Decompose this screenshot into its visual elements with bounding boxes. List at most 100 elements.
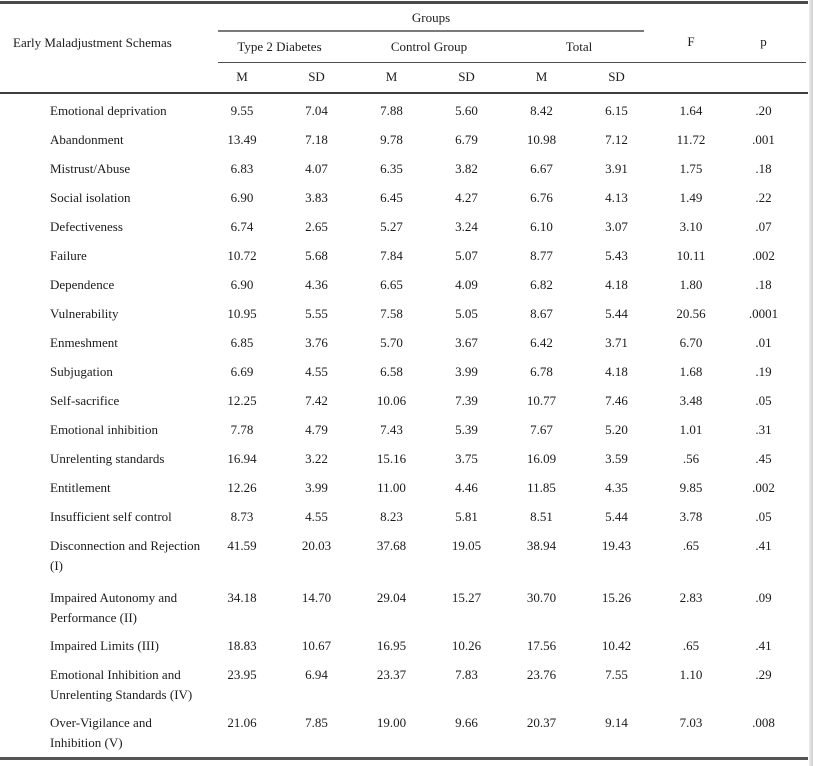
value-cell: 4.07 (305, 161, 328, 176)
value-cell: 6.74 (230, 219, 254, 234)
groups-spanner-rule (218, 30, 644, 32)
value-cell: .18 (755, 277, 772, 292)
value-cell: 1.01 (679, 422, 703, 437)
value-cell: 3.24 (455, 219, 478, 234)
value-cell: .0001 (748, 306, 779, 321)
value-cell: 10.77 (526, 393, 557, 408)
value-cell: 7.42 (305, 393, 328, 408)
value-cell: 6.76 (530, 190, 553, 205)
value-cell: 6.35 (380, 161, 403, 176)
value-cell: 5.81 (455, 509, 478, 524)
value-cell: .22 (755, 190, 772, 205)
value-cell: 3.91 (605, 161, 628, 176)
value-cell: 23.76 (526, 667, 557, 682)
schema-name: Enmeshment (50, 335, 118, 350)
value-cell: 5.07 (455, 248, 478, 263)
value-cell: .05 (755, 509, 772, 524)
value-cell: 10.06 (376, 393, 407, 408)
value-cell: 19.43 (601, 538, 632, 553)
value-cell: 7.85 (305, 715, 328, 730)
value-cell: 4.09 (455, 277, 478, 292)
value-cell: 7.88 (380, 103, 403, 118)
value-cell: .001 (752, 132, 775, 147)
schema-name: Dependence (50, 277, 115, 292)
value-cell: 3.75 (455, 451, 478, 466)
schema-name: Entitlement (50, 480, 111, 495)
value-cell: 7.03 (679, 715, 703, 730)
value-cell: 13.49 (227, 132, 257, 147)
value-cell: 6.67 (530, 161, 553, 176)
value-cell: 3.78 (679, 509, 703, 524)
value-cell: 16.95 (376, 638, 407, 653)
value-cell: 7.58 (380, 306, 403, 321)
value-cell: 18.83 (227, 638, 257, 653)
value-cell: 3.22 (305, 451, 328, 466)
value-cell: 4.35 (605, 480, 628, 495)
schema-name: Mistrust/Abuse (50, 161, 131, 176)
schema-name: Emotional Inhibition and Unrelenting Sta… (50, 667, 193, 702)
value-cell: 30.70 (526, 590, 557, 605)
scan-edge-shadow (809, 0, 813, 766)
schema-name: Defectiveness (50, 219, 123, 234)
value-cell: 6.58 (380, 364, 403, 379)
schema-name: Emotional deprivation (50, 103, 167, 118)
value-cell: 10.11 (676, 248, 706, 263)
value-cell: 6.70 (679, 335, 703, 350)
spacer-cell (654, 67, 728, 87)
value-cell: 7.12 (605, 132, 628, 147)
value-cell: 19.05 (451, 538, 482, 553)
value-cell: .07 (755, 219, 772, 234)
value-cell: 20.56 (676, 306, 706, 321)
value-cell: 20.03 (301, 538, 332, 553)
value-cell: 3.83 (305, 190, 328, 205)
stat-header-sd3: SD (608, 69, 625, 84)
value-cell: 4.55 (305, 509, 328, 524)
value-cell: 5.20 (605, 422, 628, 437)
value-cell: .29 (755, 667, 772, 682)
value-cell: 5.60 (455, 103, 478, 118)
table-row: Subjugation 6.69 4.55 6.58 3.99 6.78 4.18 1.68.… (0, 356, 813, 385)
value-cell: 4.27 (455, 190, 478, 205)
value-cell: 6.90 (230, 277, 254, 292)
value-cell: 15.27 (451, 590, 482, 605)
value-cell: 23.37 (376, 667, 407, 682)
table-row: Emotional deprivation 9.55 7.04 7.88 5.60 8.4… (0, 95, 813, 124)
table-row: Impaired Autonomy and Performance (II) 34… (0, 582, 813, 630)
value-cell: 6.94 (305, 667, 328, 682)
value-cell: 1.75 (679, 161, 703, 176)
schema-name: Subjugation (50, 364, 113, 379)
value-cell: 4.79 (305, 422, 328, 437)
value-cell: 7.78 (230, 422, 254, 437)
value-cell: 6.85 (230, 335, 254, 350)
value-cell: 29.04 (376, 590, 407, 605)
table-row: Entitlement 12.26 3.99 11.00 4.46 11.85 4.35 9.… (0, 472, 813, 501)
value-cell: 4.55 (305, 364, 328, 379)
value-cell: 5.27 (380, 219, 403, 234)
value-cell: 6.82 (530, 277, 553, 292)
value-cell: 7.39 (455, 393, 478, 408)
value-cell: 3.59 (605, 451, 628, 466)
table-row: Enmeshment 6.85 3.76 5.70 3.67 6.42 3.71 6.70 .0… (0, 327, 813, 356)
value-cell: 11.85 (527, 480, 556, 495)
value-cell: 4.46 (455, 480, 478, 495)
value-cell: 37.68 (376, 538, 407, 553)
table-row: Emotional Inhibition and Unrelenting Sta… (0, 659, 813, 707)
group-col-total: Total (565, 39, 593, 54)
value-cell: .56 (682, 451, 700, 466)
value-cell: 8.77 (530, 248, 553, 263)
value-cell: 21.06 (227, 715, 257, 730)
value-cell: 6.42 (530, 335, 553, 350)
value-cell: .18 (755, 161, 772, 176)
table-top-rule (0, 1, 808, 4)
group-col-control-group: Control Group (390, 39, 468, 54)
value-cell: 3.71 (605, 335, 628, 350)
value-cell: 5.44 (605, 509, 628, 524)
value-cell: 4.13 (605, 190, 628, 205)
schema-name: Impaired Limits (III) (50, 638, 160, 653)
value-cell: 17.56 (526, 638, 557, 653)
value-cell: 41.59 (227, 538, 257, 553)
table-row: Impaired Limits (III) 18.83 10.67 16.95 10.2… (0, 630, 813, 659)
value-cell: 7.18 (305, 132, 328, 147)
value-cell: 19.00 (376, 715, 407, 730)
